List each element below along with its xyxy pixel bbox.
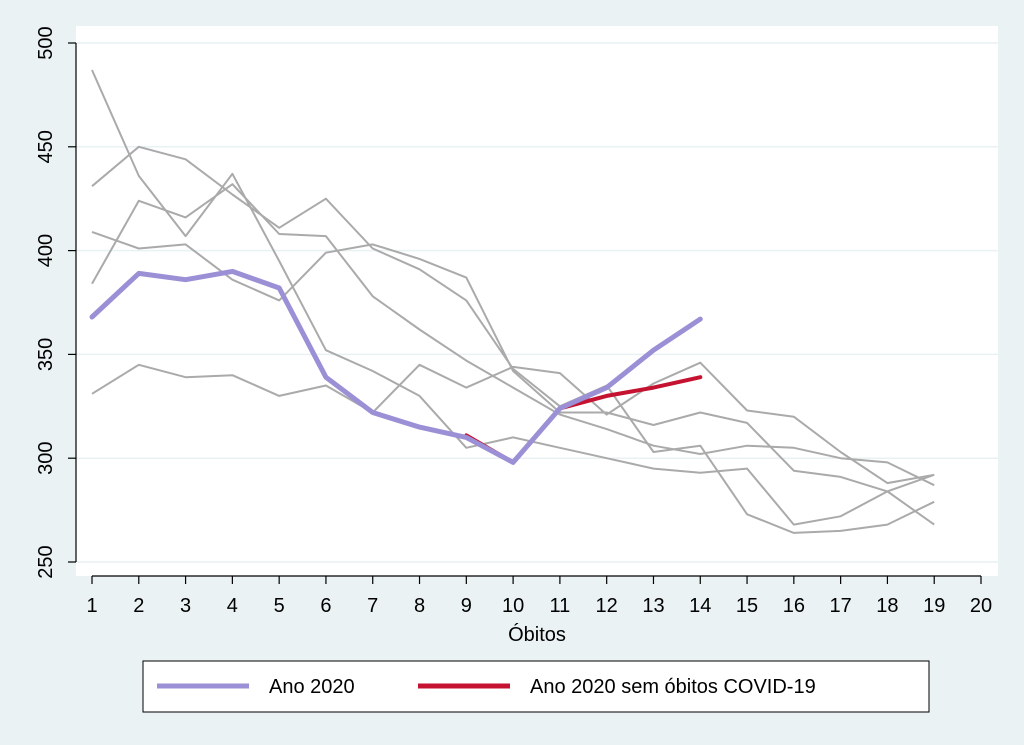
x-tick-label: 13 — [642, 595, 664, 617]
x-tick-label: 4 — [227, 595, 238, 617]
plot-background — [76, 26, 998, 576]
highlight-lines — [89, 268, 703, 465]
x-tick-label: 9 — [461, 595, 472, 617]
legend-label-2: Ano 2020 sem óbitos COVID-19 — [530, 676, 816, 698]
y-tick-label: 400 — [35, 234, 57, 267]
x-tick-label: 2 — [133, 595, 144, 617]
y-tick-label: 450 — [35, 130, 57, 163]
series-reference-4 — [91, 183, 935, 487]
x-tick-label: 15 — [736, 595, 758, 617]
x-tick-label: 3 — [180, 595, 191, 617]
x-tick-label: 1 — [86, 595, 97, 617]
grid-lines — [76, 42, 998, 563]
reference-lines — [91, 69, 935, 534]
x-tick-label: 19 — [923, 595, 945, 617]
x-tick-label: 16 — [783, 595, 805, 617]
series-ano-2020 — [89, 268, 703, 465]
x-tick-label: 18 — [876, 595, 898, 617]
x-tick-label: 5 — [274, 595, 285, 617]
x-tick-label: 8 — [414, 595, 425, 617]
y-tick-label: 300 — [35, 442, 57, 475]
x-axis-label: Óbitos — [508, 623, 566, 646]
legend-label-1: Ano 2020 — [269, 676, 355, 698]
series-reference-5 — [91, 361, 935, 485]
y-tick-label: 500 — [35, 26, 57, 59]
x-tick-label: 12 — [596, 595, 618, 617]
x-tick-label: 10 — [502, 595, 524, 617]
legend-items: Ano 2020 Ano 2020 sem óbitos COVID-19 — [157, 676, 816, 698]
y-tick-label: 250 — [35, 545, 57, 578]
x-tick-label: 14 — [689, 595, 711, 617]
x-tick-label: 7 — [367, 595, 378, 617]
y-tick-label: 350 — [35, 338, 57, 371]
x-tick-label: 11 — [550, 595, 571, 617]
x-tick-label: 6 — [320, 595, 331, 617]
series-reference-3 — [91, 230, 935, 526]
legend-box — [142, 660, 930, 713]
x-tick-label: 17 — [830, 595, 852, 617]
x-tick-label: 20 — [970, 595, 992, 617]
legend: Ano 2020 Ano 2020 sem óbitos COVID-19 — [142, 660, 930, 713]
series-reference-1 — [91, 69, 935, 526]
